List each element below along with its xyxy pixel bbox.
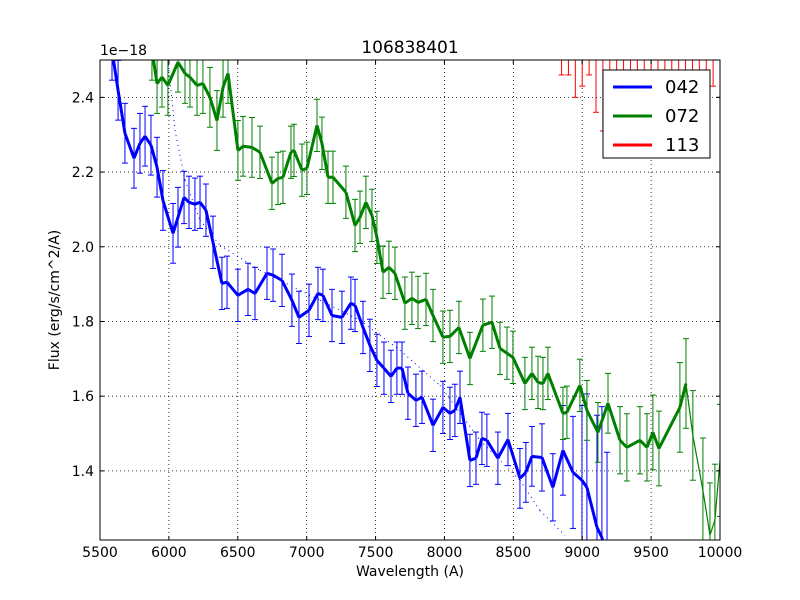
x-tick-label: 9000 xyxy=(564,545,600,561)
x-tick-label: 8000 xyxy=(427,545,463,561)
y-tick-label: 2.2 xyxy=(72,165,94,181)
y-tick-label: 1.6 xyxy=(72,389,94,405)
x-tick-label: 7000 xyxy=(289,545,325,561)
x-tick-label: 10000 xyxy=(698,545,743,561)
x-tick-label: 5500 xyxy=(82,545,118,561)
x-tick-label: 6500 xyxy=(220,545,256,561)
y-axis-label: Flux (erg/s/cm^2/A) xyxy=(47,230,63,370)
series-line-042 xyxy=(111,60,604,540)
series-line-thin-072 xyxy=(685,383,720,536)
plot-frame xyxy=(99,59,721,541)
series-042 xyxy=(108,60,611,540)
legend: 042 072 113 xyxy=(602,69,711,159)
series-line-072 xyxy=(151,60,688,450)
legend-label-113: 113 xyxy=(665,135,699,156)
chart-title: 106838401 xyxy=(361,38,458,58)
x-tick-label: 7500 xyxy=(358,545,394,561)
y-tick-label: 1.8 xyxy=(72,314,94,330)
ticks: 5500 6000 6500 7000 7500 8000 8500 9000 9500 1000… xyxy=(72,60,743,561)
x-axis-label: Wavelength (A) xyxy=(356,564,464,580)
legend-box xyxy=(602,69,711,159)
y-tick-label: 2.0 xyxy=(72,240,94,256)
series-072 xyxy=(148,60,720,540)
y-tick-label: 2.4 xyxy=(72,90,94,106)
x-tick-label: 9500 xyxy=(633,545,669,561)
legend-label-042: 042 xyxy=(665,77,699,98)
model-line-042 xyxy=(167,60,566,536)
x-tick-label: 6000 xyxy=(151,545,187,561)
series-layer xyxy=(108,60,720,540)
y-tick-label: 1.4 xyxy=(72,464,94,480)
x-tick-label: 8500 xyxy=(496,545,532,561)
y-offset-label: 1e−18 xyxy=(100,43,147,59)
legend-label-072: 072 xyxy=(665,106,699,127)
